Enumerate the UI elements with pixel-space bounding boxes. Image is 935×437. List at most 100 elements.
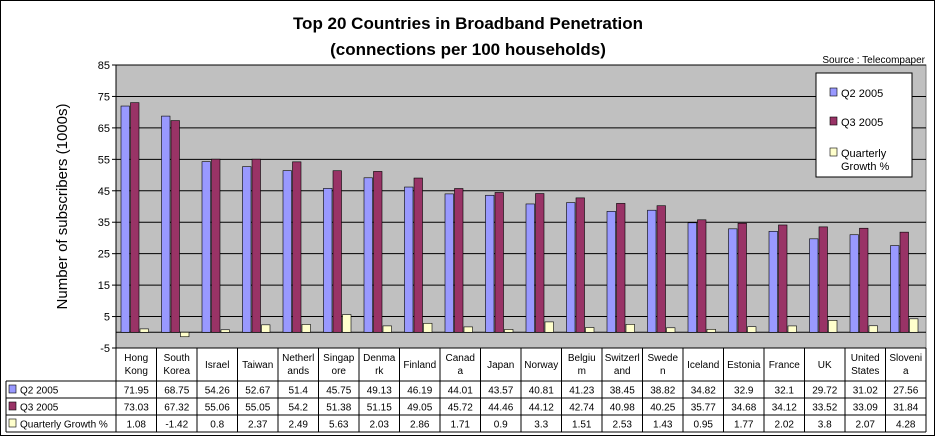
category-label-5-1: ore xyxy=(332,366,347,377)
category-label-1-0: South xyxy=(164,353,190,364)
bar-series0-cat2 xyxy=(201,161,211,333)
table-cell-series0-cat9: 43.57 xyxy=(488,386,513,397)
category-label-0-0: Hong xyxy=(124,353,148,364)
table-cell-series2-cat16: 2.02 xyxy=(775,420,795,431)
table-cell-series2-cat0: 1.08 xyxy=(127,420,147,431)
bar-series2-cat14 xyxy=(706,328,716,333)
bar-series2-cat17 xyxy=(828,320,838,333)
legend-swatch-2 xyxy=(829,147,838,157)
bar-series0-cat7 xyxy=(404,186,414,333)
bar-series0-cat14 xyxy=(687,222,697,333)
category-label-13-0: Swede xyxy=(647,353,678,364)
bar-series1-cat8 xyxy=(454,188,464,333)
bar-series2-cat12 xyxy=(625,324,635,333)
bar-series2-cat13 xyxy=(666,327,676,333)
y-tick-label-9: 85 xyxy=(98,60,110,72)
table-row-label-0: Q2 2005 xyxy=(20,386,59,397)
legend-label-0: Q2 2005 xyxy=(841,88,883,100)
bar-series0-cat8 xyxy=(444,193,454,333)
bar-series1-cat10 xyxy=(535,193,545,333)
category-label-17: UK xyxy=(818,360,832,371)
table-cell-series0-cat6: 49.13 xyxy=(367,386,392,397)
table-cell-series1-cat12: 40.98 xyxy=(610,403,635,414)
table-cell-series1-cat5: 51.38 xyxy=(326,403,351,414)
table-cell-series1-cat10: 44.12 xyxy=(529,403,554,414)
legend-swatch-0 xyxy=(829,87,838,97)
table-cell-series2-cat8: 1.71 xyxy=(451,420,471,431)
table-cell-series0-cat12: 38.45 xyxy=(610,386,635,397)
table-cell-series2-cat17: 3.8 xyxy=(818,420,832,431)
category-label-18-0: United xyxy=(851,353,880,364)
bar-series2-cat1 xyxy=(180,331,190,338)
table-cell-series1-cat8: 45.72 xyxy=(448,403,473,414)
table-cell-series0-cat15: 32.9 xyxy=(734,386,754,397)
bar-series2-cat11 xyxy=(585,327,595,333)
table-cell-series1-cat17: 33.52 xyxy=(812,403,837,414)
table-swatch-0 xyxy=(8,384,17,394)
bar-series0-cat10 xyxy=(525,203,535,333)
legend-swatch-1 xyxy=(829,116,838,126)
table-cell-series0-cat0: 71.95 xyxy=(124,386,149,397)
table-cell-series1-cat3: 55.05 xyxy=(245,403,270,414)
table-cell-series0-cat1: 68.75 xyxy=(164,386,189,397)
bar-series2-cat4 xyxy=(301,324,311,333)
bar-series2-cat3 xyxy=(261,324,271,333)
bar-series0-cat15 xyxy=(728,228,738,333)
y-tick-label-3: 25 xyxy=(98,249,110,261)
bar-series2-cat8 xyxy=(463,326,473,333)
table-cell-series1-cat2: 55.06 xyxy=(205,403,230,414)
bar-series0-cat11 xyxy=(566,202,576,333)
category-label-1-1: Korea xyxy=(163,366,190,377)
table-cell-series2-cat4: 2.49 xyxy=(289,420,309,431)
bar-series0-cat19 xyxy=(890,245,900,333)
bar-series1-cat16 xyxy=(778,224,788,333)
y-axis-label: Number of subscribers (1000s) xyxy=(54,104,71,310)
y-tick-label-8: 75 xyxy=(98,91,110,103)
category-label-18-1: States xyxy=(851,366,879,377)
category-label-7: Finland xyxy=(403,360,436,371)
table-cell-series0-cat8: 44.01 xyxy=(448,386,473,397)
bar-series0-cat5 xyxy=(323,188,333,333)
bar-series2-cat9 xyxy=(504,329,514,333)
category-label-8-0: Canad xyxy=(446,353,475,364)
bar-series1-cat0 xyxy=(130,102,140,333)
bar-series1-cat9 xyxy=(494,192,504,333)
bar-series1-cat15 xyxy=(737,222,747,333)
bar-series2-cat19 xyxy=(909,318,919,333)
table-cell-series1-cat15: 34.68 xyxy=(731,403,756,414)
bar-series0-cat12 xyxy=(606,211,616,333)
table-cell-series0-cat10: 40.81 xyxy=(529,386,554,397)
category-label-3: Taiwan xyxy=(242,360,273,371)
bar-series0-cat4 xyxy=(282,170,292,333)
table-cell-series0-cat19: 27.56 xyxy=(893,386,918,397)
table-cell-series0-cat3: 52.67 xyxy=(245,386,270,397)
y-tick-label-2: 15 xyxy=(98,280,110,292)
table-swatch-2 xyxy=(8,418,17,428)
bar-series0-cat9 xyxy=(485,194,495,333)
bar-series0-cat17 xyxy=(809,238,819,333)
bar-series0-cat16 xyxy=(768,231,778,333)
source-note: Source : Telecompaper xyxy=(822,55,925,66)
category-label-19-1: a xyxy=(903,366,909,377)
bar-series0-cat0 xyxy=(120,105,130,333)
category-label-9: Japan xyxy=(487,360,514,371)
category-label-19-0: Sloveni xyxy=(889,353,922,364)
table-cell-series0-cat4: 51.4 xyxy=(289,386,309,397)
bar-series1-cat4 xyxy=(292,161,302,333)
bar-series2-cat0 xyxy=(139,328,149,333)
category-label-15: Estonia xyxy=(727,360,761,371)
table-cell-series2-cat18: 2.07 xyxy=(856,420,876,431)
category-label-5-0: Singap xyxy=(323,353,355,364)
table-cell-series0-cat17: 29.72 xyxy=(812,386,837,397)
table-cell-series1-cat1: 67.32 xyxy=(164,403,189,414)
table-cell-series2-cat3: 2.37 xyxy=(248,420,268,431)
table-cell-series1-cat6: 51.15 xyxy=(367,403,392,414)
table-swatch-1 xyxy=(8,401,17,411)
table-cell-series2-cat13: 1.43 xyxy=(653,420,673,431)
bar-series2-cat5 xyxy=(342,314,352,333)
table-cell-series0-cat5: 45.75 xyxy=(326,386,351,397)
table-cell-series2-cat11: 1.51 xyxy=(572,420,592,431)
table-cell-series2-cat7: 2.86 xyxy=(410,420,430,431)
y-tick-label-0: -5 xyxy=(100,343,110,355)
bar-series1-cat7 xyxy=(413,177,423,333)
